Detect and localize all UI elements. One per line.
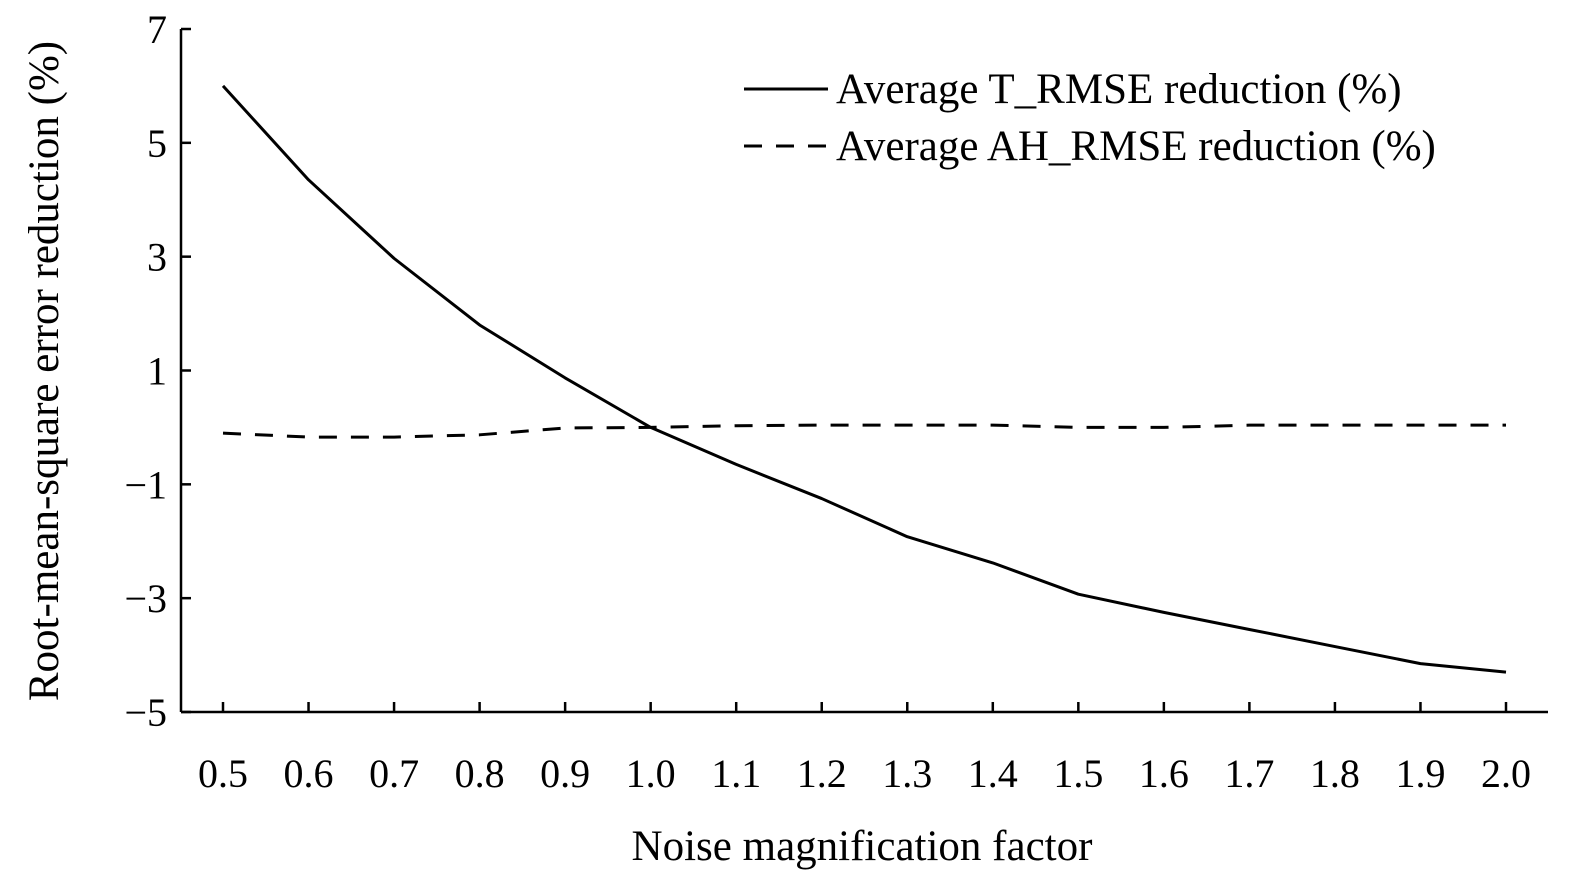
x-tick-label: 0.6: [284, 751, 334, 796]
y-ticks: 7 5 3 1 −1 −3 −5: [124, 7, 191, 735]
x-tick-label: 0.7: [369, 751, 419, 796]
y-tick-label: 1: [147, 349, 167, 394]
x-tick-label: 0.9: [540, 751, 590, 796]
y-tick-label: 5: [147, 121, 167, 166]
x-tick-label: 1.0: [626, 751, 676, 796]
legend-label: Average AH_RMSE reduction (%): [836, 123, 1436, 170]
y-axis-title: Root-mean-square error reduction (%): [21, 41, 68, 701]
x-tick-label: 2.0: [1481, 751, 1531, 796]
y-tick-label: 3: [147, 235, 167, 280]
x-tick-label: 1.6: [1139, 751, 1189, 796]
x-tick-label: 1.5: [1053, 751, 1103, 796]
y-tick-label: 7: [147, 7, 167, 52]
y-tick-label: −1: [124, 462, 167, 507]
t-rmse-series-line: [221, 84, 1507, 674]
series-layer: [221, 84, 1507, 674]
x-tick-label: 1.9: [1395, 751, 1445, 796]
x-tick-label: 1.4: [968, 751, 1018, 796]
x-tick-label: 1.1: [711, 751, 761, 796]
x-tick-label: 1.8: [1310, 751, 1360, 796]
x-tick-label: 1.7: [1224, 751, 1274, 796]
y-tick-label: −3: [124, 576, 167, 621]
x-axis-title: Noise magnification factor: [632, 823, 1093, 870]
legend: Average T_RMSE reduction (%) Average AH_R…: [744, 66, 1436, 170]
x-tick-label: 1.2: [797, 751, 847, 796]
x-tick-label: 0.8: [455, 751, 505, 796]
legend-label: Average T_RMSE reduction (%): [836, 66, 1402, 113]
y-tick-label: −5: [124, 690, 167, 735]
x-tick-label: 0.5: [198, 751, 248, 796]
x-ticks: 0.5 0.6 0.7 0.8 0.9 1.0 1.1 1.2 1.3 1.4 1.5 1.6 1.7 1…: [198, 702, 1531, 796]
ah-rmse-series-line: [222, 423, 1506, 439]
x-tick-label: 1.3: [882, 751, 932, 796]
